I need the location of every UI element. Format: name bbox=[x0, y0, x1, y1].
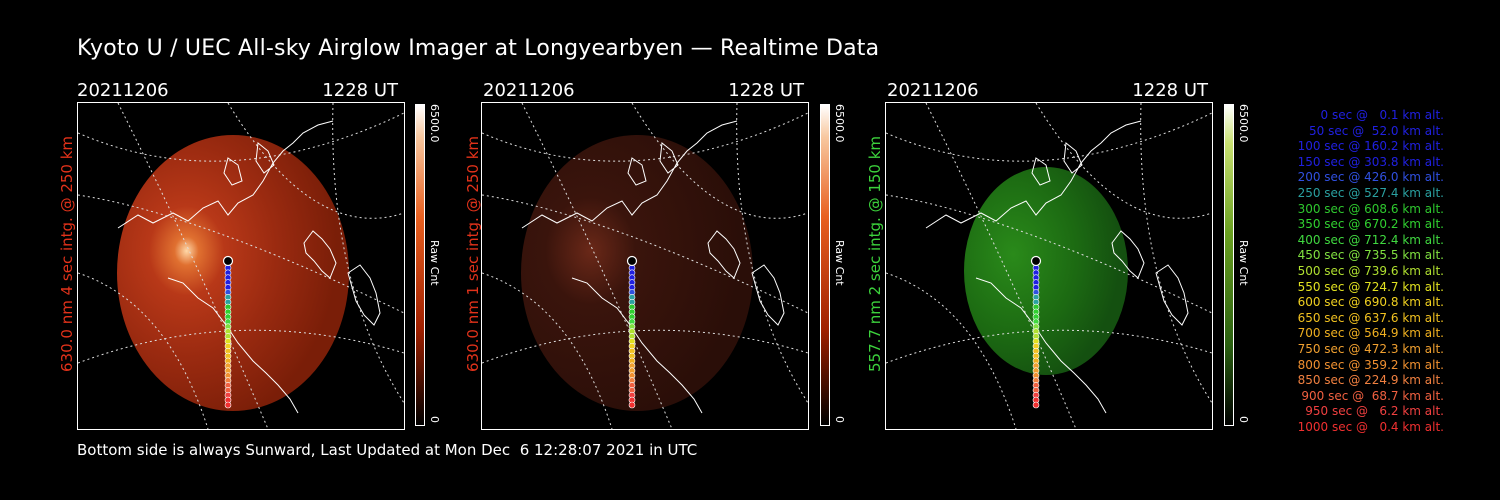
latlon-grid-line bbox=[886, 272, 1017, 429]
legend-item: 100 sec @ 160.2 km alt. bbox=[1297, 139, 1444, 154]
latlon-grid-line bbox=[886, 194, 1212, 314]
latlon-grid-line bbox=[78, 194, 404, 314]
panel-1-label: 630.0 nm 4 sec intg. @ 250 km bbox=[58, 135, 76, 372]
panel-1-cbar-min: 0 bbox=[428, 416, 441, 423]
latlon-grid-line bbox=[1140, 103, 1212, 404]
panel-1-date: 20211206 bbox=[77, 80, 169, 101]
legend-item: 950 sec @ 6.2 km alt. bbox=[1305, 404, 1444, 419]
legend-item: 550 sec @ 724.7 km alt. bbox=[1297, 279, 1444, 294]
latlon-grid-line bbox=[78, 329, 404, 364]
allsky-image-3 bbox=[886, 103, 1212, 429]
latlon-grid-line bbox=[482, 194, 808, 314]
panel-2-colorbar bbox=[820, 104, 830, 426]
latlon-grid-line bbox=[736, 103, 808, 404]
coastline bbox=[117, 120, 381, 414]
panel-2-label: 630.0 nm 1 sec intg. @ 250 km bbox=[464, 135, 482, 372]
latlon-grid-line bbox=[227, 103, 404, 219]
allsky-image-2 bbox=[482, 103, 808, 429]
coastline bbox=[521, 120, 785, 414]
legend-item: 800 sec @ 359.2 km alt. bbox=[1297, 357, 1444, 372]
trajectory-start-marker bbox=[222, 255, 234, 267]
legend-item: 50 sec @ 52.0 km alt. bbox=[1309, 123, 1444, 138]
panel-3-label: 557.7 nm 2 sec intg. @ 150 km bbox=[866, 135, 884, 372]
panel-2-image bbox=[481, 102, 809, 430]
panel-2-cbar-max: 6500.0 bbox=[833, 104, 846, 143]
latlon-grid-line bbox=[482, 112, 808, 162]
trajectory-dot bbox=[224, 401, 232, 409]
panel-3-image bbox=[885, 102, 1213, 430]
legend-item: 150 sec @ 303.8 km alt. bbox=[1297, 154, 1444, 169]
legend-item: 300 sec @ 608.6 km alt. bbox=[1297, 201, 1444, 216]
panel-3-colorbar bbox=[1224, 104, 1234, 426]
legend-item: 500 sec @ 739.6 km alt. bbox=[1297, 263, 1444, 278]
panel-1-cbar-unit: Raw Cnt bbox=[428, 240, 441, 286]
allsky-disc bbox=[964, 167, 1128, 375]
legend-item: 1000 sec @ 0.4 km alt. bbox=[1297, 419, 1444, 434]
legend-item: 600 sec @ 690.8 km alt. bbox=[1297, 295, 1444, 310]
panel-2-date: 20211206 bbox=[483, 80, 575, 101]
legend-item: 850 sec @ 224.9 km alt. bbox=[1297, 373, 1444, 388]
footer-note: Bottom side is always Sunward, Last Upda… bbox=[77, 441, 698, 459]
allsky-disc bbox=[521, 135, 753, 411]
panel-2-cbar-unit: Raw Cnt bbox=[833, 240, 846, 286]
legend-item: 250 sec @ 527.4 km alt. bbox=[1297, 185, 1444, 200]
panel-3-date: 20211206 bbox=[887, 80, 979, 101]
panel-1-colorbar bbox=[415, 104, 425, 426]
latlon-grid-line bbox=[1035, 103, 1212, 219]
page-title: Kyoto U / UEC All-sky Airglow Imager at … bbox=[77, 36, 880, 61]
latlon-grid-line bbox=[886, 112, 1212, 162]
panel-1-cbar-max: 6500.0 bbox=[428, 104, 441, 143]
legend-item: 750 sec @ 472.3 km alt. bbox=[1297, 341, 1444, 356]
legend-item: 350 sec @ 670.2 km alt. bbox=[1297, 217, 1444, 232]
trajectory-dot bbox=[1032, 401, 1040, 409]
panel-2-cbar-min: 0 bbox=[833, 416, 846, 423]
legend-item: 0 sec @ 0.1 km alt. bbox=[1320, 108, 1445, 122]
latlon-grid-line bbox=[78, 112, 404, 162]
allsky-disc bbox=[117, 135, 349, 411]
legend-item: 650 sec @ 637.6 km alt. bbox=[1297, 310, 1444, 325]
panel-3-cbar-min: 0 bbox=[1237, 416, 1250, 423]
latlon-grid-line bbox=[886, 329, 1212, 364]
latlon-grid-line bbox=[482, 272, 613, 429]
panel-3-cbar-unit: Raw Cnt bbox=[1237, 240, 1250, 286]
legend-item: 700 sec @ 564.9 km alt. bbox=[1297, 326, 1444, 341]
trajectory-dot bbox=[628, 401, 636, 409]
latlon-grid-line bbox=[332, 103, 404, 404]
latlon-grid-line bbox=[925, 103, 1077, 429]
panel-1-time: 1228 UT bbox=[322, 80, 398, 101]
latlon-grid-line bbox=[117, 103, 269, 429]
trajectory-legend: 0 sec @ 0.1 km alt. 50 sec @ 52.0 km alt.… bbox=[1262, 108, 1444, 435]
trajectory-start-marker bbox=[1030, 255, 1042, 267]
coastline bbox=[925, 120, 1189, 414]
panel-2-time: 1228 UT bbox=[728, 80, 804, 101]
legend-item: 200 sec @ 426.0 km alt. bbox=[1297, 170, 1444, 185]
legend-item: 400 sec @ 712.4 km alt. bbox=[1297, 232, 1444, 247]
panel-3-time: 1228 UT bbox=[1132, 80, 1208, 101]
latlon-grid-line bbox=[521, 103, 673, 429]
latlon-grid-line bbox=[482, 329, 808, 364]
panel-1-image bbox=[77, 102, 405, 430]
trajectory-start-marker bbox=[626, 255, 638, 267]
legend-item: 450 sec @ 735.5 km alt. bbox=[1297, 248, 1444, 263]
panel-3-cbar-max: 6500.0 bbox=[1237, 104, 1250, 143]
latlon-grid-line bbox=[78, 272, 209, 429]
allsky-image-1 bbox=[78, 103, 404, 429]
legend-item: 900 sec @ 68.7 km alt. bbox=[1301, 388, 1444, 403]
latlon-grid-line bbox=[631, 103, 808, 219]
